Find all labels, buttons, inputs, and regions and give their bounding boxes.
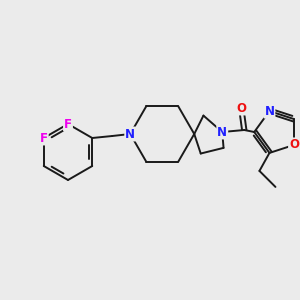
Text: F: F <box>64 118 72 130</box>
Text: F: F <box>40 131 48 145</box>
Text: O: O <box>236 101 246 115</box>
Text: O: O <box>289 138 299 152</box>
Text: N: N <box>265 105 275 118</box>
Text: N: N <box>125 128 135 140</box>
Text: N: N <box>217 125 227 139</box>
